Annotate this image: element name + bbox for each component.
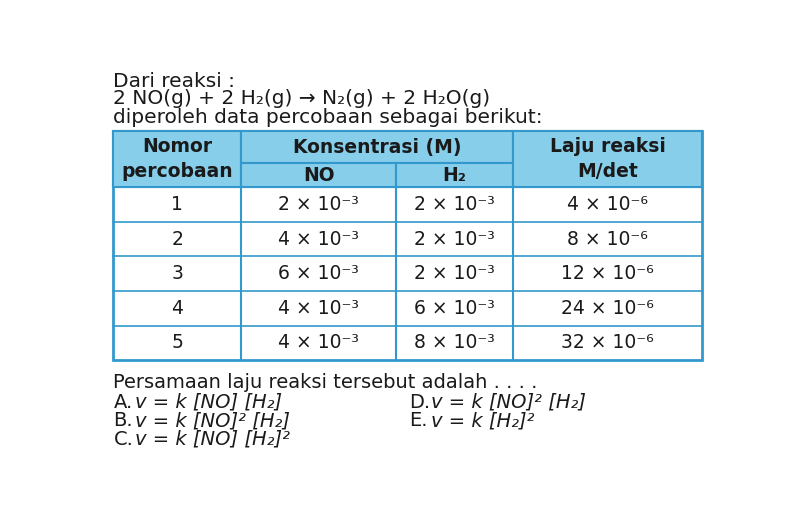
- Text: 24 × 10⁻⁶: 24 × 10⁻⁶: [561, 299, 654, 318]
- Bar: [114, 131, 702, 187]
- Text: NO: NO: [303, 166, 334, 185]
- Text: C.: C.: [114, 429, 133, 449]
- Bar: [241, 163, 396, 187]
- Text: Konsentrasi (M): Konsentrasi (M): [293, 137, 461, 156]
- Text: 3: 3: [171, 264, 183, 283]
- Text: 32 × 10⁻⁶: 32 × 10⁻⁶: [561, 333, 654, 352]
- Text: Nomor
percobaan: Nomor percobaan: [122, 137, 233, 181]
- Text: 4: 4: [171, 299, 183, 318]
- Text: 2: 2: [171, 229, 183, 248]
- Text: Persamaan laju reaksi tersebut adalah . . . .: Persamaan laju reaksi tersebut adalah . …: [114, 372, 538, 391]
- Text: 8 × 10⁻⁶: 8 × 10⁻⁶: [567, 229, 648, 248]
- Text: E.: E.: [409, 411, 428, 430]
- Text: diperoleh data percobaan sebagai berikut:: diperoleh data percobaan sebagai berikut…: [114, 108, 543, 127]
- Text: 4 × 10⁻³: 4 × 10⁻³: [279, 333, 359, 352]
- Text: v = k [NO]² [H₂]: v = k [NO]² [H₂]: [135, 411, 291, 430]
- Text: 2 × 10⁻³: 2 × 10⁻³: [414, 229, 495, 248]
- Text: v = k [H₂]²: v = k [H₂]²: [431, 411, 535, 430]
- Text: A.: A.: [114, 392, 133, 411]
- Text: 2 × 10⁻³: 2 × 10⁻³: [414, 264, 495, 283]
- Text: 2 × 10⁻³: 2 × 10⁻³: [279, 195, 359, 214]
- Bar: [114, 131, 702, 360]
- Text: 4 × 10⁻⁶: 4 × 10⁻⁶: [567, 195, 648, 214]
- Text: B.: B.: [114, 411, 133, 430]
- Text: 8 × 10⁻³: 8 × 10⁻³: [414, 333, 495, 352]
- Text: v = k [NO] [H₂]: v = k [NO] [H₂]: [135, 392, 283, 411]
- Bar: [114, 131, 241, 187]
- Text: 4 × 10⁻³: 4 × 10⁻³: [279, 299, 359, 318]
- Bar: [513, 131, 702, 187]
- Text: v = k [NO] [H₂]²: v = k [NO] [H₂]²: [135, 429, 291, 449]
- Text: v = k [NO]² [H₂]: v = k [NO]² [H₂]: [431, 392, 586, 411]
- Text: 5: 5: [171, 333, 183, 352]
- Text: 6 × 10⁻³: 6 × 10⁻³: [414, 299, 495, 318]
- Text: 1: 1: [171, 195, 183, 214]
- Text: Laju reaksi
M/det: Laju reaksi M/det: [549, 137, 665, 181]
- Text: 12 × 10⁻⁶: 12 × 10⁻⁶: [561, 264, 654, 283]
- Bar: [241, 131, 513, 163]
- Text: 2 × 10⁻³: 2 × 10⁻³: [414, 195, 495, 214]
- Bar: [396, 163, 513, 187]
- Text: H₂: H₂: [443, 166, 466, 185]
- Text: 4 × 10⁻³: 4 × 10⁻³: [279, 229, 359, 248]
- Text: Dari reaksi :: Dari reaksi :: [114, 72, 236, 91]
- Text: 6 × 10⁻³: 6 × 10⁻³: [279, 264, 359, 283]
- Text: D.: D.: [409, 392, 431, 411]
- Text: 2 NO(g) + 2 H₂(g) → N₂(g) + 2 H₂O(g): 2 NO(g) + 2 H₂(g) → N₂(g) + 2 H₂O(g): [114, 89, 490, 108]
